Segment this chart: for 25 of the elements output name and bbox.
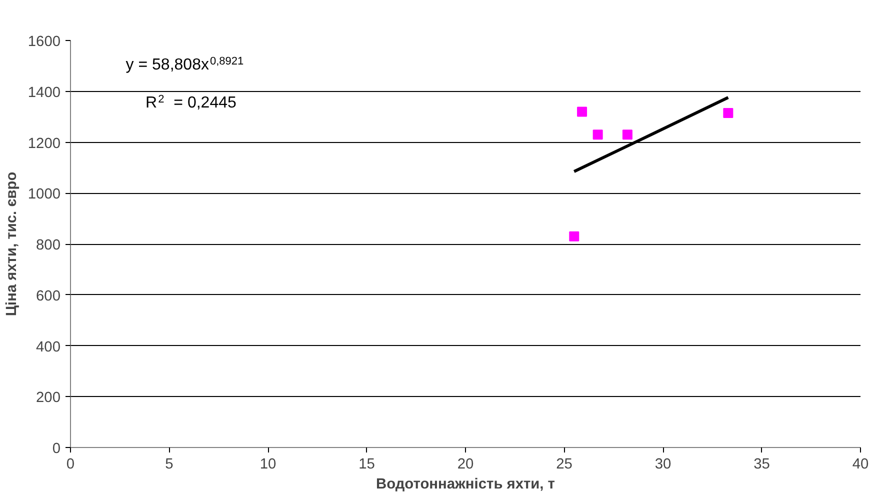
x-tick-label: 30 [654,456,672,472]
y-tick-label: 0 [52,441,61,457]
point [592,130,603,140]
y-tick-label: 1000 [28,186,61,203]
point [723,108,734,118]
y-tick-label: 1600 [28,34,61,50]
x-tick-label: 20 [457,456,474,472]
point [577,106,588,117]
y-tick-label: 600 [36,288,61,304]
x-tick-label: 10 [260,456,276,472]
y-tick-label: 200 [36,390,61,406]
x-tick-label: 5 [165,456,174,472]
point [622,130,632,140]
y-axis-title: Ціна яхти, тис. євро [4,172,20,316]
x-tick-label: 35 [754,456,770,472]
y-tick-label: 1200 [28,136,61,152]
x-tick-label: 15 [358,456,375,472]
y-tick-label: 400 [36,339,61,356]
point [569,231,580,242]
x-tick-label: 0 [66,456,75,472]
y-tick-label: 800 [36,238,61,254]
y-tick-label: 1400 [28,84,61,101]
x-axis-title: Водотоннажність яхти, т [376,476,555,492]
x-tick-label: 40 [852,456,869,472]
x-tick-label: 25 [556,456,572,472]
